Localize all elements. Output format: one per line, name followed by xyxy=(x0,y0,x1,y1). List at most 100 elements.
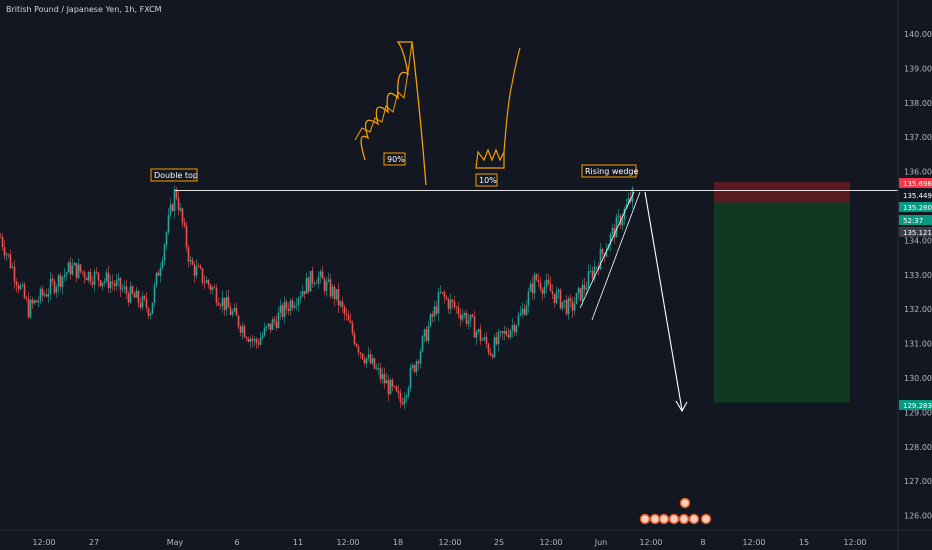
candle-body xyxy=(261,335,264,339)
candle-body xyxy=(363,359,366,364)
candle-body xyxy=(125,286,128,294)
candle-body xyxy=(535,274,538,280)
candle-body xyxy=(511,324,514,331)
sketch-10-box xyxy=(475,148,505,169)
candle-body xyxy=(549,283,552,292)
candle-body xyxy=(147,308,150,316)
candle-body xyxy=(235,308,238,316)
x-tick-label: 12:00 xyxy=(742,538,765,547)
candle-body xyxy=(487,344,490,353)
candle-body xyxy=(417,361,420,364)
candle-body xyxy=(99,280,102,287)
event-marker-icon xyxy=(688,513,700,525)
note-90-percent-label: 90% xyxy=(387,155,405,164)
candle-body xyxy=(37,301,40,303)
candle-body xyxy=(537,279,540,283)
candle-body xyxy=(581,284,584,301)
x-tick-label: 11 xyxy=(293,538,303,547)
candle-body xyxy=(459,314,462,320)
candle-body xyxy=(353,333,356,344)
candle-body xyxy=(185,225,188,248)
candle-body xyxy=(423,329,426,337)
candle-body xyxy=(497,332,500,345)
event-marker-icon xyxy=(639,513,651,525)
candle-body xyxy=(385,380,388,384)
x-tick-label: Jun xyxy=(594,538,608,547)
candle-body xyxy=(271,319,274,330)
candle-body xyxy=(181,208,184,223)
candle-body xyxy=(77,264,80,278)
candle-body xyxy=(421,336,424,352)
event-marker-icon xyxy=(679,497,691,509)
y-tick-label: 128.000 xyxy=(904,443,932,452)
candle-body xyxy=(111,281,114,284)
candle-body xyxy=(253,339,256,341)
candle-body xyxy=(13,266,16,282)
candle-body xyxy=(53,280,56,293)
candle-body xyxy=(143,295,146,299)
candle-body xyxy=(625,204,628,209)
candle-body xyxy=(343,306,346,315)
y-tick-label: 138.000 xyxy=(904,99,932,108)
candle-body xyxy=(339,301,342,306)
candle-body xyxy=(519,313,522,316)
candle-body xyxy=(351,323,354,334)
candle-body xyxy=(337,289,340,306)
candle-body xyxy=(203,282,206,284)
candle-body xyxy=(75,263,78,278)
candle-body xyxy=(317,276,320,284)
candle-body xyxy=(383,374,386,384)
annotations-layer: Double top 90% 10% Rising wedge xyxy=(150,41,898,413)
candle-body xyxy=(303,291,306,294)
x-tick-label: 15 xyxy=(799,538,809,547)
candle-body xyxy=(473,316,476,338)
y-tick-label: 136.000 xyxy=(904,168,932,177)
note-rising-wedge-label: Rising wedge xyxy=(585,167,638,176)
candle-body xyxy=(259,338,262,345)
candle-body xyxy=(173,189,176,212)
candle-body xyxy=(345,314,348,315)
candle-body xyxy=(89,271,92,283)
candle-body xyxy=(61,276,64,288)
candle-body xyxy=(231,311,234,315)
candle-body xyxy=(541,289,544,294)
candle-body xyxy=(611,227,614,235)
candle-body xyxy=(613,227,616,238)
x-tick-label: 12:00 xyxy=(336,538,359,547)
candle-body xyxy=(559,289,562,309)
candle-body xyxy=(243,326,246,338)
candle-body xyxy=(149,313,152,316)
sketch-90-zigzag xyxy=(354,41,413,141)
candle-body xyxy=(161,260,164,269)
candle-body xyxy=(577,288,580,293)
candle-body xyxy=(347,314,350,321)
candle-body xyxy=(329,279,332,297)
candle-body xyxy=(57,275,60,288)
price-tag-bg xyxy=(899,215,932,225)
candle-body xyxy=(177,198,180,211)
candle-body xyxy=(1,237,4,247)
candle-body xyxy=(129,286,132,303)
candle-body xyxy=(523,308,526,315)
x-tick-label: May xyxy=(167,538,184,547)
price-tag-label: 129.283 xyxy=(903,402,932,410)
candle-body xyxy=(0,236,2,238)
candle-body xyxy=(157,272,160,276)
candle-body xyxy=(615,217,618,238)
candle-body xyxy=(87,271,90,281)
candle-body xyxy=(509,330,512,338)
candle-body xyxy=(569,298,572,302)
candle-body xyxy=(85,277,88,281)
candle-body xyxy=(267,323,270,327)
y-axis: 126.000 127.000 128.000 129.000 130.000 131.0… xyxy=(904,30,932,521)
candle-body xyxy=(25,297,28,299)
candle-body xyxy=(151,302,154,314)
candle-body xyxy=(483,337,486,340)
candle-body xyxy=(331,286,334,297)
price-tag-label: 135.280 xyxy=(903,204,932,212)
candle-body xyxy=(547,279,550,284)
y-tick-label: 139.000 xyxy=(904,64,932,73)
candles-layer xyxy=(0,184,634,410)
candle-body xyxy=(49,278,52,294)
